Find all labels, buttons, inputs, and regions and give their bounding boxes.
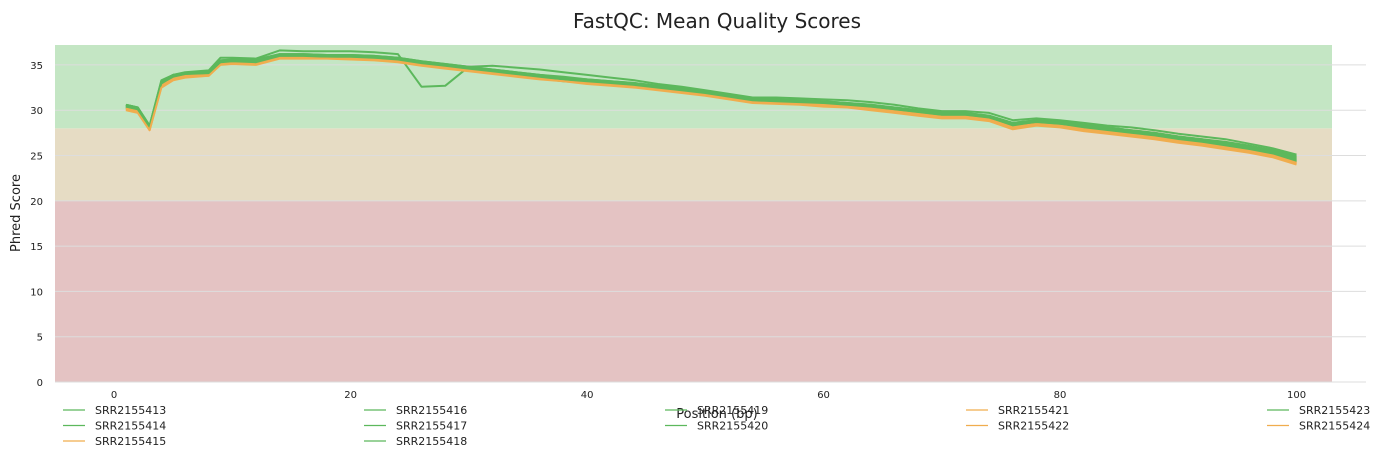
legend-item[interactable]: SRR2155417 [364, 420, 467, 433]
legend-item[interactable]: SRR2155420 [665, 420, 768, 433]
y-axis-label: Phred Score [9, 174, 24, 252]
series-lines [125, 49, 1297, 166]
y-tick-label: 15 [30, 242, 43, 253]
grid-lines [55, 64, 1366, 383]
legend-label: SRR2155415 [95, 435, 166, 448]
legend-label: SRR2155417 [396, 420, 467, 433]
x-tick-label: 0 [111, 390, 117, 401]
chart-title: FastQC: Mean Quality Scores [573, 9, 861, 33]
legend-item[interactable]: SRR2155414 [63, 420, 166, 433]
quality-band-1 [55, 128, 1332, 201]
legend-item[interactable]: SRR2155422 [966, 420, 1069, 433]
legend-label: SRR2155416 [396, 404, 467, 417]
y-tick-label: 10 [30, 287, 43, 298]
legend-item[interactable]: SRR2155419 [665, 404, 768, 417]
y-tick-label: 30 [30, 106, 43, 117]
series-line-SRR2155423 [125, 54, 1297, 161]
legend-item[interactable]: SRR2155418 [364, 435, 467, 448]
x-tick-label: 100 [1287, 390, 1306, 401]
x-tick-label: 40 [581, 390, 594, 401]
y-tick-label: 35 [30, 61, 43, 72]
y-axis-ticks: 0 5 10 15 20 25 30 35 [30, 61, 43, 389]
quality-bands [55, 45, 1332, 382]
legend-label: SRR2155419 [697, 404, 768, 417]
y-tick-label: 0 [37, 378, 43, 389]
legend-item[interactable]: SRR2155413 [63, 404, 166, 417]
legend-label: SRR2155424 [1299, 420, 1370, 433]
legend-item[interactable]: SRR2155416 [364, 404, 467, 417]
x-tick-label: 60 [817, 390, 830, 401]
y-tick-label: 25 [30, 152, 43, 163]
series-line-SRR2155420 [125, 53, 1297, 159]
legend-label: SRR2155418 [396, 435, 467, 448]
legend-item[interactable]: SRR2155415 [63, 435, 166, 448]
series-line-SRR2155413 [125, 49, 1297, 156]
x-axis-label: Position (bp) [676, 407, 757, 422]
legend: SRR2155413 SRR2155414 SRR2155415 SRR2155416… [63, 404, 1370, 448]
legend-label: SRR2155414 [95, 420, 166, 433]
y-tick-label: 5 [37, 333, 43, 344]
x-tick-label: 80 [1054, 390, 1067, 401]
legend-label: SRR2155422 [998, 420, 1069, 433]
y-tick-label: 20 [30, 197, 43, 208]
series-line-SRR2155424 [125, 57, 1297, 166]
legend-item[interactable]: SRR2155424 [1267, 420, 1370, 433]
legend-label: SRR2155421 [998, 404, 1069, 417]
legend-item[interactable]: SRR2155423 [1267, 404, 1370, 417]
legend-item[interactable]: SRR2155421 [966, 404, 1069, 417]
x-axis-ticks: 0 20 40 60 80 100 [111, 390, 1306, 401]
legend-label: SRR2155413 [95, 404, 166, 417]
x-tick-label: 20 [344, 390, 357, 401]
legend-label: SRR2155420 [697, 420, 768, 433]
legend-label: SRR2155423 [1299, 404, 1370, 417]
